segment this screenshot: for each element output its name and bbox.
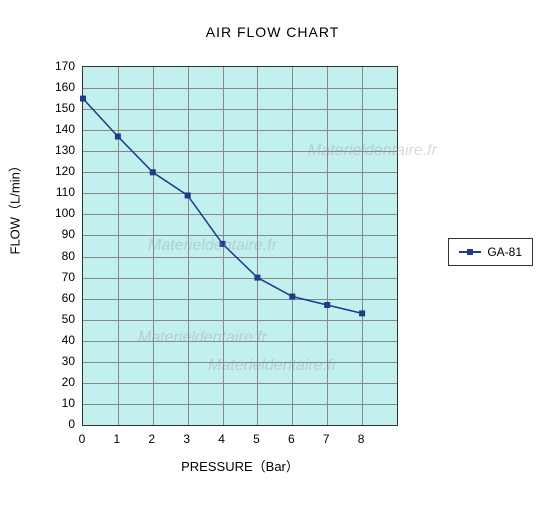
y-tick-label: 50 [45, 312, 75, 326]
x-tick-label: 5 [246, 432, 266, 446]
x-tick-label: 0 [72, 432, 92, 446]
y-tick-label: 60 [45, 291, 75, 305]
x-tick-label: 6 [281, 432, 301, 446]
y-tick-label: 0 [45, 417, 75, 431]
y-tick-label: 90 [45, 227, 75, 241]
legend: GA-81 [448, 238, 533, 266]
data-series [83, 67, 397, 425]
y-tick-label: 20 [45, 375, 75, 389]
y-tick-label: 160 [45, 80, 75, 94]
x-tick-label: 2 [142, 432, 162, 446]
x-axis-label: PRESSURE（Bar） [0, 456, 480, 475]
y-tick-label: 110 [45, 185, 75, 199]
y-tick-label: 150 [45, 101, 75, 115]
y-tick-label: 80 [45, 249, 75, 263]
x-tick-label: 1 [107, 432, 127, 446]
y-tick-label: 40 [45, 333, 75, 347]
y-tick-label: 130 [45, 143, 75, 157]
y-tick-label: 30 [45, 354, 75, 368]
chart-title: AIR FLOW CHART [0, 24, 545, 40]
y-tick-label: 140 [45, 122, 75, 136]
legend-label: GA-81 [487, 245, 522, 259]
legend-marker-icon [459, 247, 481, 257]
y-tick-label: 120 [45, 164, 75, 178]
x-tick-label: 7 [316, 432, 336, 446]
y-tick-label: 10 [45, 396, 75, 410]
y-axis-label: FLOW（L/min） [5, 159, 24, 254]
y-tick-label: 100 [45, 206, 75, 220]
x-tick-label: 4 [212, 432, 232, 446]
chart-container: AIR FLOW CHART Materieldentaire.fr Mater… [0, 0, 545, 514]
y-tick-label: 170 [45, 59, 75, 73]
y-tick-label: 70 [45, 270, 75, 284]
x-tick-label: 8 [351, 432, 371, 446]
plot-area: Materieldentaire.fr Materieldentaire.fr … [82, 66, 398, 426]
x-tick-label: 3 [177, 432, 197, 446]
